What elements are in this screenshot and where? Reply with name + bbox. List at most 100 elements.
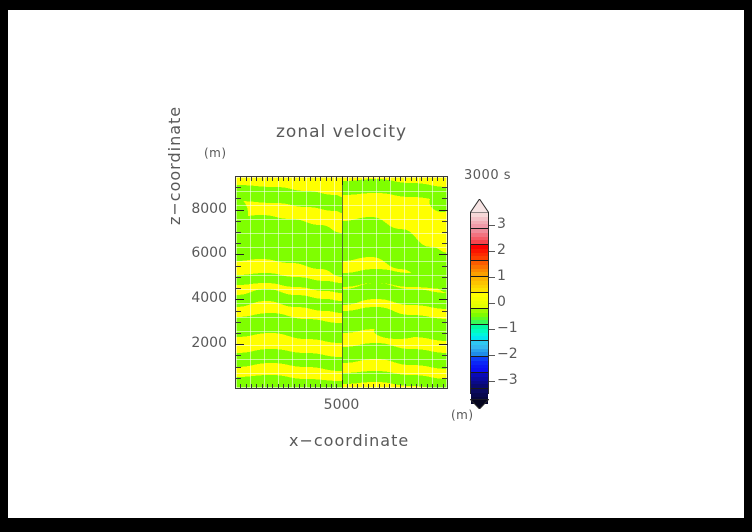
colorbar-band <box>471 220 488 225</box>
colorbar-band <box>471 320 488 324</box>
x-axis-tick <box>240 384 241 389</box>
x-axis-tick-top <box>342 176 343 185</box>
colorbar-band <box>471 252 488 257</box>
colorbar-band <box>471 332 488 337</box>
colorbar-band <box>471 316 488 321</box>
colorbar-band <box>471 277 488 281</box>
y-axis-tick-right <box>442 221 448 222</box>
x-axis-tick <box>342 380 343 389</box>
x-axis-tick <box>347 384 348 389</box>
y-axis-tick <box>235 311 241 312</box>
colorbar-level-separator <box>471 324 488 325</box>
colorbar-level-separator <box>471 372 488 373</box>
x-axis-tick-top <box>320 176 321 181</box>
colorbar-band <box>471 224 488 228</box>
colorbar-band <box>471 352 488 356</box>
colorbar-band <box>471 300 488 305</box>
colorbar-cap-top-icon <box>469 198 490 214</box>
y-axis-tick <box>235 299 244 300</box>
x-axis-tick <box>294 384 295 389</box>
colorbar-tick-label: 1 <box>497 268 506 284</box>
colorbar-band <box>471 360 488 365</box>
y-axis-tick-right <box>442 198 448 199</box>
x-axis-unit-label: (m) <box>451 408 474 422</box>
x-axis-tick-top <box>272 176 273 181</box>
colorbar-tick <box>489 225 495 226</box>
x-axis-tick-top <box>331 176 332 181</box>
x-axis-tick-top <box>240 176 241 181</box>
x-axis-tick-top <box>389 176 390 181</box>
colorbar-tick-label: 0 <box>497 294 506 310</box>
x-axis-tick <box>443 384 444 389</box>
x-axis-tick <box>336 384 337 389</box>
y-axis-tick <box>235 355 241 356</box>
colorbar-tick-label: 2 <box>497 242 506 258</box>
y-axis-tick <box>235 277 241 278</box>
x-axis-tick-top <box>400 176 401 181</box>
colorbar-tick-label: −2 <box>497 346 518 362</box>
y-axis-tick-right <box>442 378 448 379</box>
colorbar-tick-label: −3 <box>497 372 518 388</box>
y-axis-tick-right <box>442 288 448 289</box>
colorbar-tick <box>489 355 495 356</box>
x-axis-tick-top <box>363 176 364 181</box>
x-axis-tick-top <box>251 176 252 181</box>
x-axis-tick-top <box>310 176 311 181</box>
x-axis-tick-top <box>336 176 337 181</box>
colorbar-level-separator <box>471 292 488 293</box>
colorbar-level-separator <box>471 340 488 341</box>
x-axis-tick <box>384 384 385 389</box>
colorbar-band <box>471 392 488 397</box>
x-axis-tick <box>373 384 374 389</box>
y-axis-tick <box>235 210 244 211</box>
y-axis-tick-right <box>442 277 448 278</box>
colorbar-band <box>471 232 488 237</box>
colorbar-tick <box>489 303 495 304</box>
y-axis-tick <box>235 378 241 379</box>
x-axis-tick <box>416 384 417 389</box>
x-axis-tick <box>389 384 390 389</box>
colorbar-band <box>471 389 488 393</box>
y-axis-tick-label: 8000 <box>191 200 227 217</box>
colorbar-level-separator <box>471 356 488 357</box>
colorbar-band <box>471 229 488 233</box>
x-axis-tick-top <box>368 176 369 181</box>
x-axis-tick <box>352 384 353 389</box>
y-axis-tick-right <box>442 243 448 244</box>
x-axis-tick-top <box>421 176 422 181</box>
colorbar-band <box>471 296 488 301</box>
x-axis-tick-top <box>437 176 438 181</box>
x-axis-tick-top <box>357 176 358 181</box>
colorbar-band <box>471 245 488 249</box>
y-axis-tick <box>235 243 241 244</box>
x-axis-tick <box>246 384 247 389</box>
x-axis-tick-top <box>411 176 412 181</box>
colorbar[interactable] <box>470 212 489 404</box>
x-axis-tick <box>331 384 332 389</box>
y-axis-tick-right <box>442 333 448 334</box>
colorbar-band <box>471 364 488 369</box>
colorbar-band <box>471 293 488 297</box>
x-axis-tick <box>368 384 369 389</box>
colorbar-level-separator <box>471 228 488 229</box>
x-axis-tick <box>310 384 311 389</box>
colorbar-band <box>471 328 488 333</box>
x-axis-tick-top <box>262 176 263 181</box>
x-axis-tick-top <box>384 176 385 181</box>
x-axis-tick <box>363 384 364 389</box>
x-axis-tick-top <box>432 176 433 181</box>
colorbar-band <box>471 376 488 381</box>
colorbar-band <box>471 288 488 292</box>
colorbar-tick-label: 3 <box>497 216 506 232</box>
x-axis-tick <box>283 384 284 389</box>
contour-plot-area[interactable] <box>235 176 448 389</box>
x-axis-tick-top <box>379 176 380 181</box>
x-axis-tick-top <box>427 176 428 181</box>
colorbar-tick <box>489 251 495 252</box>
y-axis-tick-right <box>439 254 448 255</box>
x-axis-tick <box>278 384 279 389</box>
y-axis-tick-right <box>442 266 448 267</box>
x-axis-tick-top <box>278 176 279 181</box>
y-axis-tick <box>235 254 244 255</box>
x-axis-tick <box>437 384 438 389</box>
